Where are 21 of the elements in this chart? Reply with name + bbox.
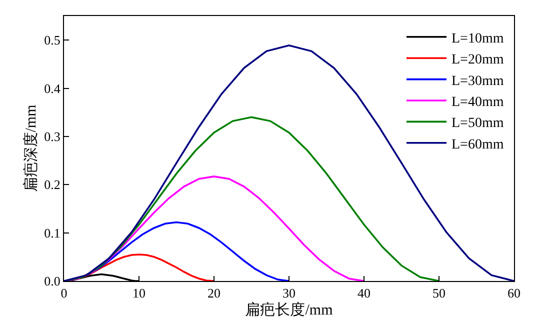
y-tick-label: 0.4	[44, 80, 61, 96]
x-axis-title: 扁疤长度/mm	[245, 302, 334, 319]
x-tick-label: 60	[508, 286, 520, 301]
x-tick-label: 40	[358, 286, 370, 301]
y-tick-label: 0.3	[44, 129, 60, 144]
y-tick-label: 0.5	[44, 32, 60, 48]
legend-label: L=30mm	[452, 74, 504, 89]
legend-label: L=10mm	[452, 31, 504, 46]
x-tick-label: 30	[282, 286, 296, 301]
x-tick-label: 0	[60, 286, 68, 301]
y-axis-title: 扁疤深度/mm	[22, 104, 40, 192]
y-tick-label: 0.0	[44, 274, 60, 289]
x-tick-label: 10	[132, 286, 146, 301]
y-tick-label: 0.1	[44, 225, 60, 240]
legend-label: L=60mm	[452, 137, 504, 152]
y-tick-label: 0.2	[44, 177, 60, 192]
legend-label: L=20mm	[452, 52, 504, 68]
x-tick-label: 20	[208, 286, 220, 301]
legend-label: L=50mm	[452, 116, 504, 132]
legend-label: L=40mm	[452, 94, 504, 110]
x-tick-label: 50	[432, 286, 446, 301]
